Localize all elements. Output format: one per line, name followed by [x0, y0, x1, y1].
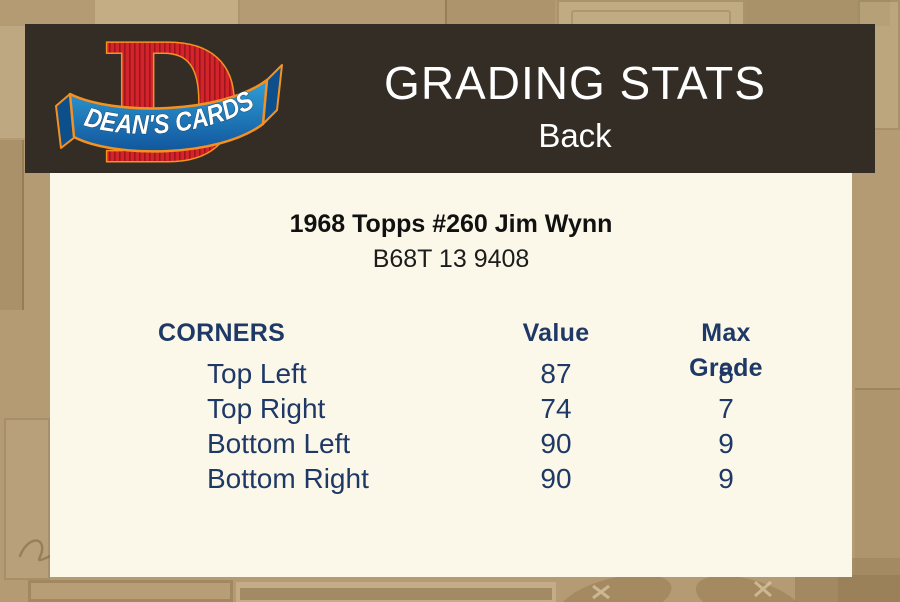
page-subtitle-back: Back — [538, 117, 612, 154]
header-bar: D DEAN'S CARDS GRADING STATS Back — [25, 9, 875, 202]
table-row: Bottom Left 90 9 — [50, 426, 852, 461]
row-value: 87 — [540, 358, 572, 389]
bg-card-shape — [445, 0, 555, 26]
row-label: Top Right — [207, 393, 326, 424]
bg-card-shape — [28, 580, 233, 602]
deans-cards-logo[interactable]: D DEAN'S CARDS — [53, 9, 285, 202]
row-label: Top Left — [207, 358, 307, 389]
card-serial-code: B68T 13 9408 — [372, 245, 530, 273]
header-titles: GRADING STATS Back — [275, 24, 875, 173]
bg-card-shape — [95, 0, 240, 26]
card-title: 1968 Topps #260 Jim Wynn — [289, 210, 613, 238]
bg-football-cards — [558, 574, 800, 602]
table-header-row: CORNERS Value Max Grade — [50, 316, 852, 382]
content-panel: 1968 Topps #260 Jim Wynn B68T 13 9408 CO… — [50, 173, 852, 577]
grading-table: CORNERS Value Max Grade Top Left 87 8 To… — [50, 316, 852, 496]
table-row: Top Right 74 7 — [50, 391, 852, 426]
row-max-grade: 7 — [718, 393, 734, 424]
table-row: Bottom Right 90 9 — [50, 461, 852, 496]
column-header-max-grade: Max Grade — [689, 319, 763, 382]
row-value: 90 — [540, 463, 572, 494]
bg-card-shape — [855, 388, 900, 576]
deans-cards-logo-graphic: D DEAN'S CARDS — [55, 9, 283, 202]
table-row: Top Left 87 8 — [50, 356, 852, 391]
page-title: GRADING STATS — [384, 57, 766, 109]
bg-card-shape — [0, 26, 25, 138]
bg-card-shape — [236, 582, 556, 602]
row-label: Bottom Right — [207, 463, 369, 494]
bg-card-shape — [795, 575, 900, 602]
table-section-header: CORNERS — [158, 319, 286, 347]
row-value: 90 — [540, 428, 572, 459]
row-max-grade: 9 — [718, 428, 734, 459]
row-label: Bottom Left — [207, 428, 351, 459]
row-value: 74 — [540, 393, 572, 424]
column-header-value: Value — [522, 319, 590, 347]
bg-card-shape — [745, 0, 890, 26]
bg-card-shape — [0, 140, 24, 310]
row-max-grade: 8 — [718, 358, 734, 389]
row-max-grade: 9 — [718, 463, 734, 494]
bg-card-shape — [557, 0, 745, 44]
